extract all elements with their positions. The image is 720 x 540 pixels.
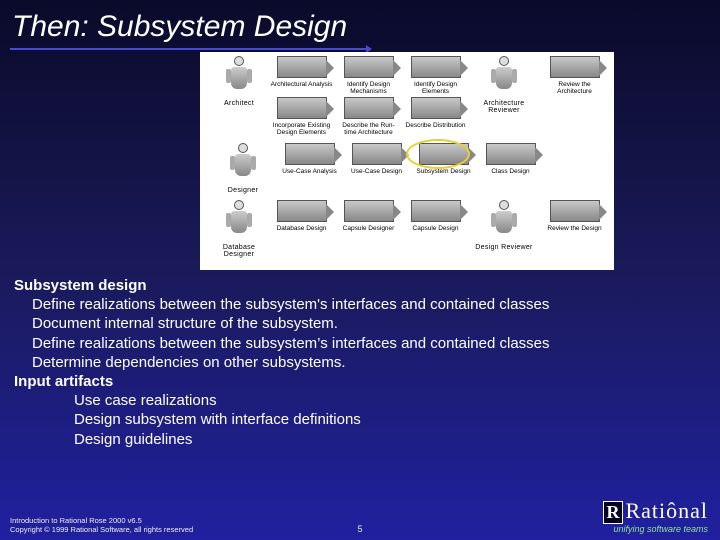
activity: Review the Design — [543, 200, 606, 232]
activity: Use-Case Analysis — [278, 143, 341, 175]
role-actor: Designer — [208, 143, 278, 194]
diagram-row: ArchitectArchitectural AnalysisIdentify … — [208, 56, 606, 137]
activity: Review the Architecture — [543, 56, 606, 95]
footer-line: Introduction to Rational Rose 2000 v6.5 — [10, 516, 193, 525]
bullet-item: Design guidelines — [14, 430, 706, 449]
activity: Identify Design Elements — [404, 56, 467, 95]
footer-text: Introduction to Rational Rose 2000 v6.5 … — [10, 516, 193, 534]
activity: Subsystem Design — [412, 143, 475, 175]
workflow-diagram: ArchitectArchitectural AnalysisIdentify … — [200, 52, 614, 270]
footer-line: Copyright © 1999 Rational Software, all … — [10, 525, 193, 534]
body-content: Subsystem design Define realizations bet… — [0, 270, 720, 449]
bullet-item: Use case realizations — [14, 391, 706, 410]
diagram-row: DesignerUse-Case AnalysisUse-Case Design… — [208, 143, 606, 194]
activity: Database Design — [270, 200, 333, 232]
slide-title: Then: Subsystem Design — [0, 0, 720, 48]
title-underline — [10, 48, 366, 50]
activity: Capsule Designer — [337, 200, 400, 232]
activity: Describe Distribution — [404, 97, 467, 136]
logo-brand: RRatiônal — [603, 498, 708, 524]
role-actor-right: Architecture Reviewer — [467, 56, 541, 114]
role-actor: Database Designer — [208, 200, 270, 258]
activity: Describe the Run-time Architecture — [337, 97, 400, 136]
activities-group: Use-Case AnalysisUse-Case DesignSubsyste… — [278, 143, 542, 175]
page-number: 5 — [357, 524, 362, 534]
section-heading: Subsystem design — [14, 276, 706, 295]
role-actor: Architect — [208, 56, 270, 107]
activity: Use-Case Design — [345, 143, 408, 175]
activities-group: Architectural AnalysisIdentify Design Me… — [270, 56, 467, 137]
section-heading: Input artifacts — [14, 372, 706, 391]
diagram-row: Database DesignerDatabase DesignCapsule … — [208, 200, 606, 258]
activity: Class Design — [479, 143, 542, 175]
bullet-item: Design subsystem with interface definiti… — [14, 410, 706, 429]
activities-group: Database DesignCapsule DesignerCapsule D… — [270, 200, 467, 232]
logo-tagline: unifying software teams — [603, 524, 708, 534]
bullet-item: Document internal structure of the subsy… — [14, 314, 706, 333]
rational-logo: RRatiônal unifying software teams — [603, 498, 708, 534]
role-actor-right: Design Reviewer — [467, 200, 541, 251]
activity: Architectural Analysis — [270, 56, 333, 95]
activity: Capsule Design — [404, 200, 467, 232]
bullet-item: Determine dependencies on other subsyste… — [14, 353, 706, 372]
bullet-item: Define realizations between the subsyste… — [14, 334, 706, 353]
bullet-item: Define realizations between the subsyste… — [14, 295, 706, 314]
activity: Incorporate Existing Design Elements — [270, 97, 333, 136]
activity: Identify Design Mechanisms — [337, 56, 400, 95]
